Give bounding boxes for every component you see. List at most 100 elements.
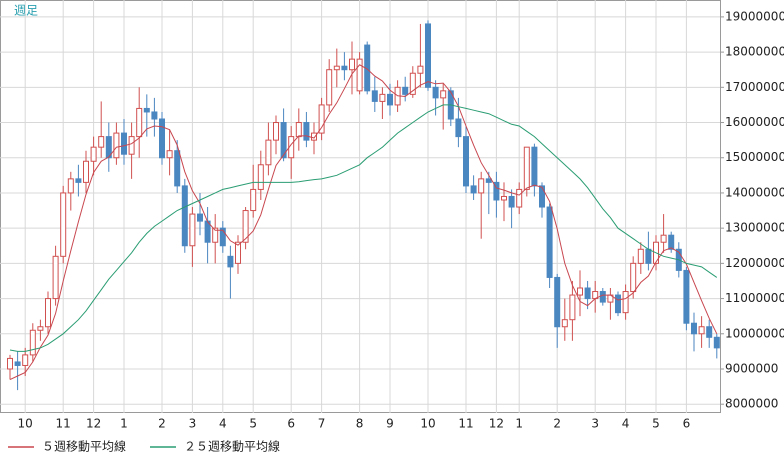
candle-body — [508, 195, 515, 208]
candle-body — [668, 234, 675, 250]
candle-body — [698, 326, 705, 335]
candle-body — [531, 146, 538, 187]
candle-body — [637, 248, 644, 264]
x-tick-label: 9 — [386, 417, 394, 431]
legend-label: ２５週移動平均線 — [184, 439, 280, 454]
x-tick-label: 5 — [249, 417, 257, 431]
candle-body — [128, 136, 135, 155]
candle-body — [615, 294, 621, 314]
candle-body — [189, 213, 196, 247]
y-tick-label: 18000000 — [725, 45, 784, 59]
candle-body — [546, 206, 553, 278]
candle-body — [143, 107, 150, 113]
candle-body — [326, 69, 333, 106]
candle-body — [485, 178, 492, 183]
candle-body — [257, 164, 264, 190]
x-tick-label: 10 — [18, 417, 33, 431]
candle-body — [219, 227, 226, 247]
candle-body — [630, 262, 637, 293]
candle-body — [318, 104, 325, 134]
candle-body — [29, 329, 36, 356]
y-tick-label: 15000000 — [725, 150, 784, 164]
candle-body — [303, 122, 310, 141]
x-tick-label: 11 — [56, 417, 71, 431]
candle-body — [273, 122, 279, 141]
candle-body — [455, 118, 462, 138]
y-tick-label: 16000000 — [725, 115, 784, 129]
candle-body — [341, 65, 348, 71]
candle-body — [83, 160, 89, 183]
candle-body — [295, 122, 302, 138]
x-tick-label: 8 — [356, 417, 364, 431]
candle-body — [683, 269, 690, 324]
candle-body — [45, 298, 51, 328]
candle-body — [280, 122, 287, 159]
candle-body — [599, 291, 606, 303]
chart-title: 週足 — [14, 4, 38, 18]
candle-body — [584, 287, 591, 300]
candle-body — [121, 132, 127, 155]
candle-body — [250, 188, 257, 212]
candle-body — [463, 136, 469, 187]
candle-body — [242, 210, 249, 243]
candle-body — [333, 65, 340, 71]
candle-body — [432, 86, 439, 99]
candle-body — [660, 234, 667, 243]
candle-body — [645, 248, 652, 264]
candle-body — [37, 326, 44, 331]
candle-body — [402, 86, 409, 95]
x-tick-label: 2 — [553, 417, 561, 431]
candle-body — [706, 326, 713, 338]
candle-body — [265, 139, 272, 166]
y-tick-label: 8000000 — [725, 397, 778, 411]
y-tick-label: 9000000 — [725, 361, 778, 375]
y-tick-label: 14000000 — [725, 185, 784, 199]
candle-body — [98, 136, 105, 148]
candle-body — [371, 90, 378, 102]
candle-body — [577, 287, 583, 296]
moving-average-line — [9, 104, 718, 352]
candle-body — [569, 294, 576, 321]
y-tick-label: 11000000 — [725, 291, 784, 305]
y-tick-label: 10000000 — [725, 326, 784, 340]
marks — [7, 20, 720, 391]
x-tick-label: 10 — [420, 417, 435, 431]
y-tick-label: 17000000 — [725, 80, 784, 94]
y-tick-label: 12000000 — [725, 256, 784, 270]
candle-body — [493, 181, 500, 201]
candle-body — [539, 185, 545, 208]
candle-body — [166, 150, 173, 159]
candle-body — [7, 357, 13, 370]
candle-body — [311, 132, 317, 141]
x-tick-label: 1 — [120, 417, 128, 431]
x-tick-label: 6 — [683, 417, 691, 431]
candle-body — [197, 213, 203, 222]
candle-body — [409, 72, 416, 95]
candle-body — [136, 107, 143, 138]
x-tick-label: 3 — [189, 417, 197, 431]
candle-body — [52, 255, 59, 300]
candle-body — [356, 58, 363, 92]
candle-body — [159, 118, 165, 159]
candle-body — [235, 241, 241, 264]
candle-body — [478, 178, 485, 194]
x-tick-label: 6 — [287, 417, 295, 431]
x-tick-label: 1 — [515, 417, 523, 431]
x-tick-label: 3 — [591, 417, 599, 431]
x-tick-label: 4 — [219, 417, 227, 431]
candle-body — [501, 195, 507, 201]
candle-body — [379, 93, 386, 102]
candle-body — [227, 255, 234, 268]
candle-body — [181, 185, 188, 247]
candle-body — [174, 150, 181, 187]
candle-body — [561, 319, 568, 328]
candle-body — [387, 93, 393, 106]
x-tick-label: 7 — [318, 417, 326, 431]
y-tick-label: 13000000 — [725, 221, 784, 235]
candle-body — [470, 185, 477, 194]
candle-body — [425, 23, 431, 88]
candle-body — [14, 361, 21, 366]
x-tick-label: 5 — [652, 417, 660, 431]
candle-body — [440, 90, 447, 99]
candle-body — [105, 136, 112, 159]
